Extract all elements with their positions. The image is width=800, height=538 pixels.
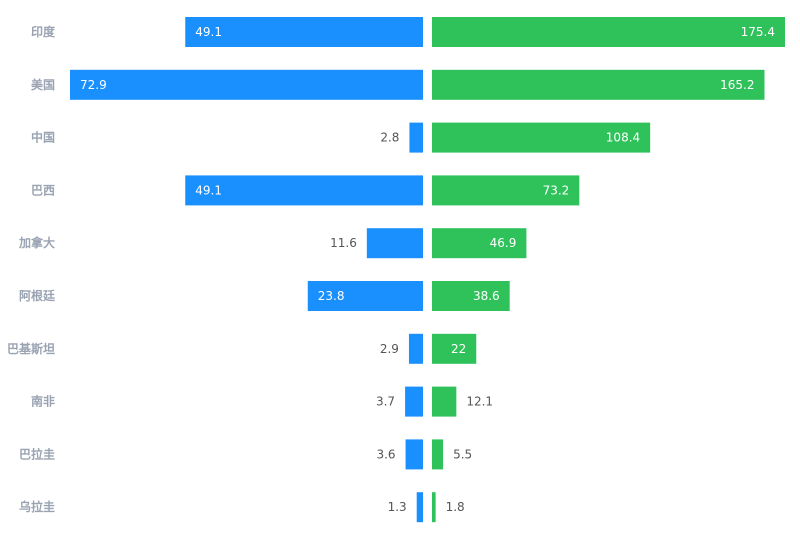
left-value-label: 11.6: [330, 236, 357, 250]
category-label: 南非: [31, 394, 55, 409]
category-label: 巴西: [31, 183, 55, 197]
right-value-label: 73.2: [543, 183, 570, 197]
left-bar[interactable]: [405, 386, 423, 417]
right-bar[interactable]: [432, 333, 477, 364]
right-bar[interactable]: [432, 17, 785, 47]
left-bar[interactable]: [185, 175, 423, 206]
right-bar[interactable]: [432, 281, 510, 311]
left-bar[interactable]: [405, 439, 423, 470]
left-bar[interactable]: [307, 281, 423, 311]
left-bar[interactable]: [366, 228, 423, 259]
right-value-label: 175.4: [741, 25, 775, 39]
left-value-label: 3.7: [376, 395, 395, 409]
left-value-label: 2.9: [380, 342, 399, 356]
category-label: 美国: [31, 77, 55, 92]
left-bar[interactable]: [185, 17, 423, 47]
right-value-label: 1.8: [446, 500, 465, 514]
category-label: 乌拉圭: [19, 499, 55, 514]
left-bar[interactable]: [416, 492, 423, 523]
left-value-label: 23.8: [318, 289, 345, 303]
right-value-label: 12.1: [466, 395, 493, 409]
left-value-label: 49.1: [195, 183, 222, 197]
right-bar[interactable]: [432, 175, 580, 206]
right-bar[interactable]: [432, 439, 444, 470]
left-value-label: 2.8: [380, 131, 399, 145]
left-bar[interactable]: [70, 69, 423, 100]
right-value-label: 165.2: [720, 78, 754, 92]
right-bar[interactable]: [432, 69, 765, 100]
category-label: 中国: [31, 130, 55, 145]
right-bar[interactable]: [432, 228, 527, 259]
right-value-label: 22: [451, 342, 466, 356]
category-label: 巴拉圭: [19, 446, 55, 461]
right-bar[interactable]: [432, 386, 457, 417]
right-value-label: 38.6: [473, 289, 500, 303]
category-label: 阿根廷: [19, 288, 56, 303]
category-label: 加拿大: [18, 235, 55, 250]
category-label: 印度: [31, 24, 56, 39]
right-bar[interactable]: [432, 492, 436, 523]
left-value-label: 49.1: [195, 25, 222, 39]
left-value-label: 72.9: [80, 78, 107, 92]
left-value-label: 1.3: [388, 500, 407, 514]
right-value-label: 108.4: [606, 131, 640, 145]
right-bar[interactable]: [432, 122, 651, 153]
category-label: 巴基斯坦: [7, 341, 55, 356]
left-value-label: 3.6: [376, 447, 395, 461]
left-bar[interactable]: [409, 122, 423, 153]
right-value-label: 5.5: [453, 447, 472, 461]
right-value-label: 46.9: [490, 236, 517, 250]
left-bar[interactable]: [408, 333, 423, 364]
